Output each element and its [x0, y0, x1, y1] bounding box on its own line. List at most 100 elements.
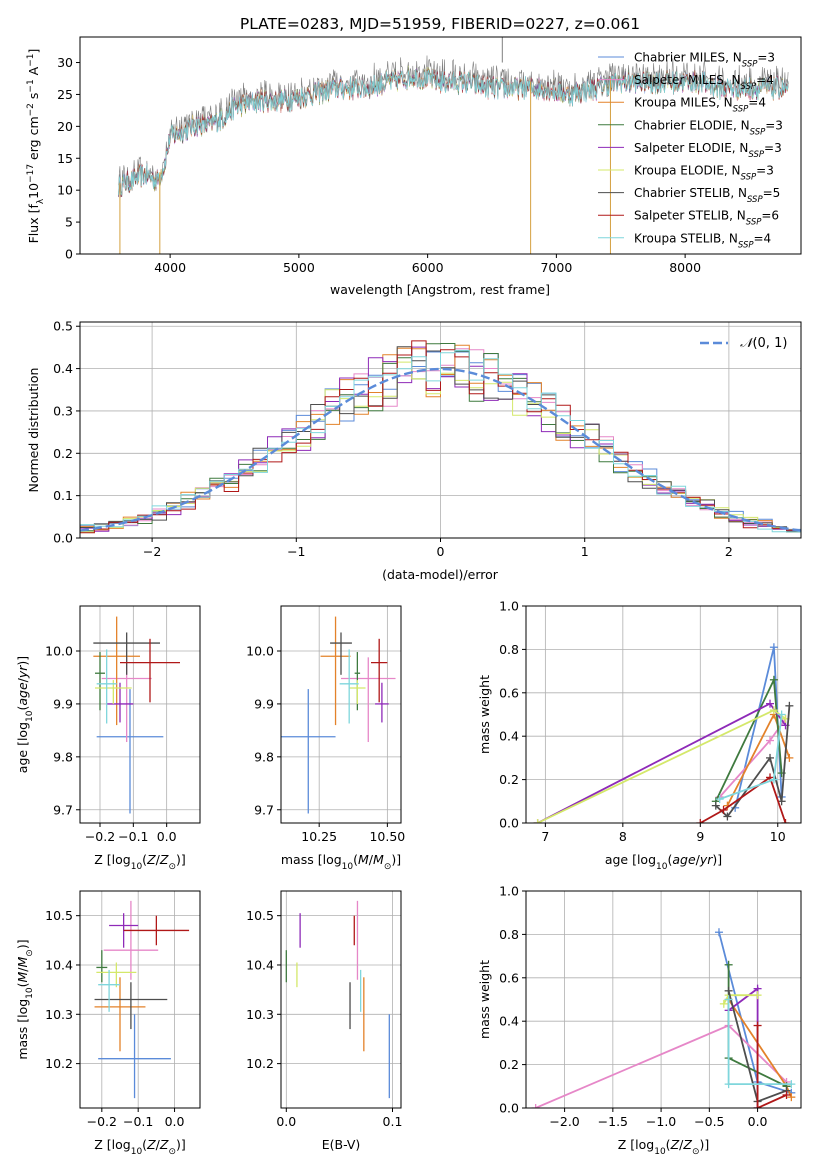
figure-title: PLATE=0283, MJD=51959, FIBERID=0227, z=0…: [240, 15, 640, 33]
errorbar-point: [95, 652, 105, 711]
y-tick-label: 15: [57, 151, 73, 166]
errorbar-point: [94, 977, 146, 1052]
legend-entry: Salpeter STELIB, NSSP=6: [634, 209, 779, 228]
y-axis-label: mass [log10(M/M⊙)]: [15, 939, 35, 1059]
x-tick-label: 0.0: [276, 1114, 296, 1129]
weight-marker: [753, 1021, 762, 1030]
y-tick-label: 0: [65, 247, 73, 262]
histogram-series: [80, 349, 801, 533]
weight-series-line: [699, 775, 787, 823]
y-tick-label: 10.2: [246, 1056, 274, 1071]
plot-area: [94, 900, 190, 1099]
y-tick-label: 5: [65, 215, 73, 230]
weight-marker: [531, 1104, 540, 1108]
x-tick-label: 1: [581, 544, 589, 559]
errorbar-point: [123, 915, 190, 946]
data-spectrum-line: [118, 55, 789, 197]
y-tick-label: 0.0: [53, 531, 73, 546]
axes-residual_hist: −2 −1 0 1 2 0.0 0.1 0.2 0.3 0.4 0.5 𝒩(0, 1) (data-mo…: [26, 319, 802, 582]
weight-marker: [769, 643, 778, 652]
y-tick-label: 9.9: [254, 696, 274, 711]
errorbar-point: [375, 682, 389, 723]
plot-area: [531, 928, 796, 1108]
y-tick-label: 10: [57, 183, 73, 198]
weight-marker: [753, 1104, 762, 1108]
weight-marker: [769, 775, 778, 784]
x-tick-label: −0.5: [694, 1114, 724, 1129]
x-tick-label: 8000: [669, 260, 701, 275]
x-axis-label: age [log10(age/yr)]: [605, 852, 722, 872]
y-tick-label: 0.6: [499, 970, 519, 985]
x-tick-label: −0.2: [87, 1114, 117, 1129]
y-tick-label: 10.3: [246, 1007, 274, 1022]
y-tick-label: 9.8: [254, 749, 274, 764]
axes-border: [525, 890, 802, 1109]
weight-marker: [715, 795, 724, 804]
x-tick-label: −2.0: [549, 1114, 579, 1129]
weight-marker: [777, 710, 786, 719]
plot-area: [80, 340, 801, 536]
x-tick-label: −1.0: [646, 1114, 676, 1129]
x-tick-label: 8: [619, 829, 627, 844]
legend-entry: 𝒩(0, 1): [740, 336, 787, 351]
y-tick-label: 0.0: [499, 816, 519, 831]
errorbar-point: [98, 969, 120, 1012]
x-tick-label: −1.5: [598, 1114, 628, 1129]
errorbar-point: [96, 962, 137, 988]
y-tick-label: 9.7: [53, 802, 73, 817]
axes-mass_vs_Z: −0.2 −0.1 0.0 10.2 10.3 10.4 10.5 Z [log10(Z/Z⊙…: [15, 890, 201, 1157]
weight-marker: [724, 986, 733, 995]
y-tick-label: 1.0: [499, 884, 519, 899]
weight-marker: [782, 1090, 791, 1099]
weight-marker: [724, 1080, 733, 1089]
errorbar-point: [98, 1014, 171, 1099]
y-tick-label: 10.5: [246, 908, 274, 923]
y-tick-label: 9.9: [53, 696, 73, 711]
x-tick-label: 0.0: [157, 829, 177, 844]
legend-entry: Kroupa MILES, NSSP=4: [634, 96, 766, 115]
plot-area: [533, 643, 794, 823]
y-tick-label: 0.4: [499, 729, 519, 744]
y-tick-label: 30: [57, 55, 73, 70]
errorbar-point: [281, 689, 336, 814]
x-tick-label: −0.1: [123, 1114, 153, 1129]
errorbar-point: [96, 649, 117, 724]
y-tick-label: 10.5: [45, 908, 73, 923]
axes-border: [79, 890, 201, 1109]
model-spectrum-line: [118, 69, 789, 197]
axes-spectrum: 4000 5000 6000 7000 8000 0 5 10 15 20 25 30 waveleng…: [26, 36, 802, 297]
x-tick-label: 9: [696, 829, 704, 844]
axes-border: [280, 890, 402, 1109]
errorbar-point: [341, 657, 396, 743]
y-tick-label: 9.8: [53, 749, 73, 764]
y-tick-label: 0.8: [499, 642, 519, 657]
y-tick-label: 10.3: [45, 1007, 73, 1022]
plot-area: [285, 900, 390, 1099]
y-axis-label: mass weight: [477, 960, 492, 1039]
x-tick-label: 4000: [154, 260, 186, 275]
weight-marker: [785, 701, 794, 710]
plot-layer: 4000 5000 6000 7000 8000051015202530waveleng…: [15, 36, 802, 1157]
y-tick-label: 20: [57, 119, 73, 134]
x-axis-label: wavelength [Angstrom, rest frame]: [330, 282, 550, 297]
axes-frame: −0.2 −0.1 0.0 10.2 10.3 10.4 10.5 Z [log10(Z/Z⊙…: [15, 890, 201, 1157]
y-tick-label: 0.5: [53, 319, 73, 334]
y-tick-label: 0.0: [499, 1101, 519, 1116]
plot-area: [93, 616, 180, 814]
y-tick-label: 0.4: [499, 1014, 519, 1029]
weight-marker: [769, 675, 778, 684]
x-tick-label: 10.25: [301, 829, 337, 844]
errorbar-point: [371, 638, 388, 703]
y-axis-label: Flux [fλ10−17 erg cm−2 s−1 A−1]: [26, 49, 46, 244]
weight-marker: [781, 819, 790, 823]
weight-marker: [787, 1093, 796, 1102]
x-tick-label: 0.0: [748, 1114, 768, 1129]
y-tick-label: 10.4: [45, 957, 73, 972]
y-tick-label: 0.3: [53, 403, 73, 418]
axes-frame: 10.25 10.50 9.7 9.8 9.9 10.0 mass [log10(M/M⊙)…: [246, 605, 405, 872]
weight-marker: [785, 753, 794, 762]
axes-weight_vs_age: 7 8 9 10 0.0 0.2 0.4 0.6 0.8 1.0 age [log10(age/yr…: [477, 599, 802, 872]
legend-entry: Salpeter MILES, NSSP=4: [634, 73, 774, 92]
weight-marker: [719, 999, 728, 1008]
plot-area: [281, 616, 396, 814]
